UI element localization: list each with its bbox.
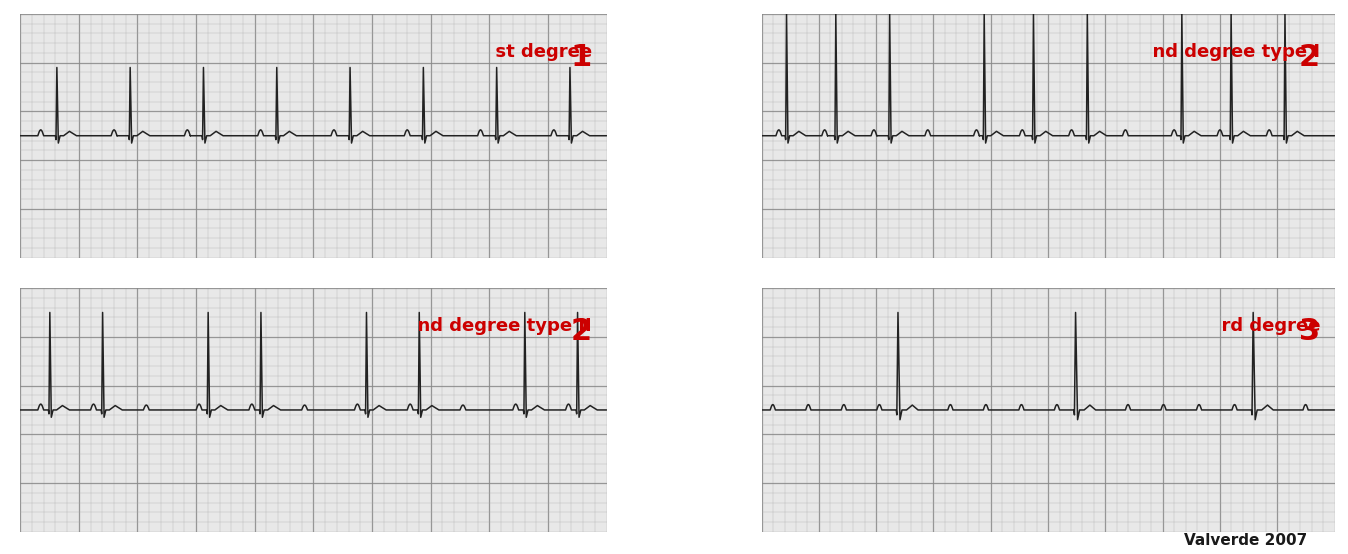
Text: nd degree type I: nd degree type I (1140, 43, 1320, 61)
Text: 1: 1 (570, 43, 592, 72)
Text: 2: 2 (1299, 43, 1320, 72)
Text: nd degree type II: nd degree type II (406, 317, 592, 335)
Text: 2: 2 (570, 317, 592, 346)
Text: st degree: st degree (483, 43, 592, 61)
Text: 3: 3 (1299, 317, 1320, 346)
Text: Valverde 2007: Valverde 2007 (1185, 534, 1308, 548)
Text: rd degree: rd degree (1209, 317, 1320, 335)
